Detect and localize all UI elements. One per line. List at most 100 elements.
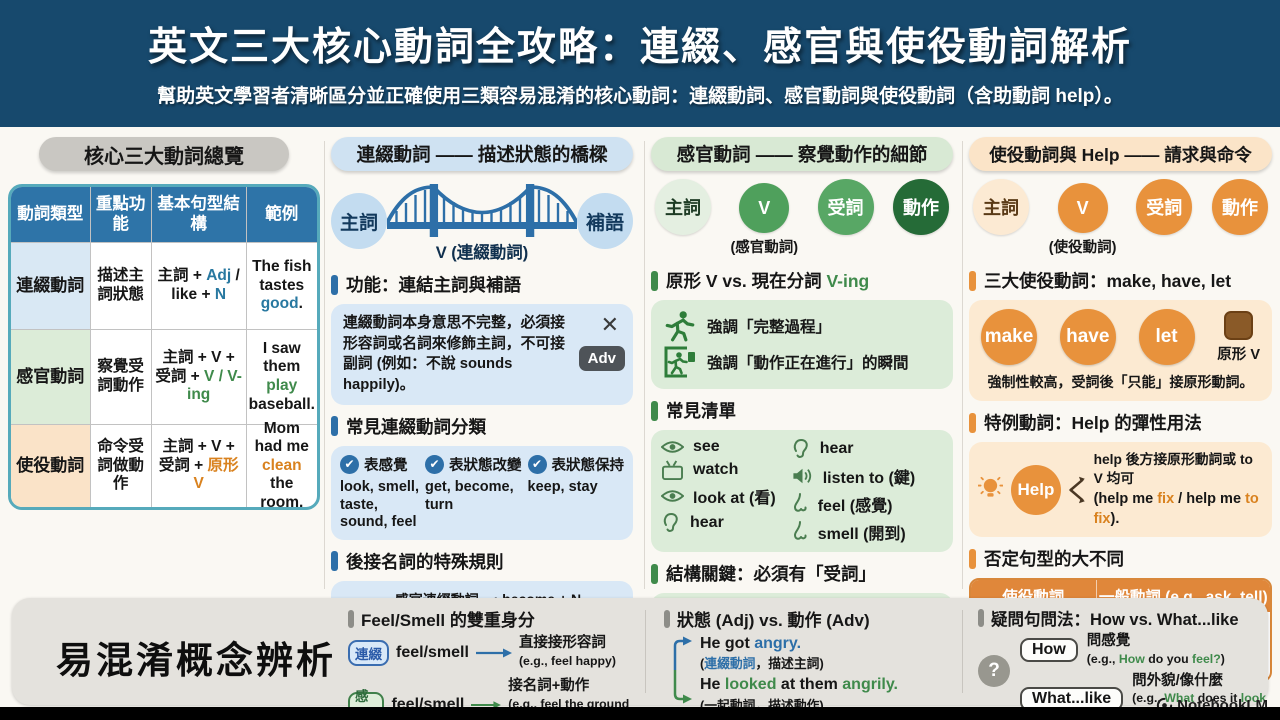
header-banner: 英文三大核心動詞全攻略：連綴、感官與使役動詞解析 幫助英文學習者清晰區分並正確使… bbox=[0, 0, 1280, 127]
speaker-icon bbox=[793, 468, 811, 484]
table-header-cell: 重點功能 bbox=[90, 187, 152, 243]
action-chip: 動作 bbox=[1211, 179, 1268, 235]
table-cell: 命令受詞做動作 bbox=[91, 425, 152, 507]
sense-heading: 感官動詞 —— 察覺動作的細節 bbox=[651, 137, 953, 171]
confusion-title: 易混淆概念辨析 bbox=[56, 640, 336, 681]
base-verb-square-group: 原形 V bbox=[1217, 310, 1260, 364]
section-bar bbox=[348, 609, 354, 628]
table-header-cell: 範例 bbox=[246, 187, 317, 243]
section-bar bbox=[651, 270, 658, 291]
let-circle: let bbox=[1138, 309, 1195, 365]
help-circle: Help bbox=[1010, 464, 1061, 515]
subject-chip: 主詞 bbox=[973, 179, 1029, 235]
table-cell: Mom had me clean the room. bbox=[254, 419, 309, 510]
overview-table: 動詞類型 重點功能 基本句型結構 範例 連綴動詞 描述主詞狀態 主詞 + Adj… bbox=[8, 184, 320, 510]
causative-heading: 使役動詞與 Help —— 請求與命令 bbox=[969, 137, 1272, 171]
causative-structure-chips: 主詞 V (使役動詞) 受詞 動作 bbox=[969, 179, 1272, 259]
overview-column: 核心三大動詞總覽 動詞類型 重點功能 基本句型結構 範例 連綴動詞 描述主詞狀態… bbox=[8, 137, 320, 510]
bridge-label: V (連綴動詞) bbox=[435, 244, 529, 262]
how-badge: How bbox=[1020, 638, 1078, 663]
table-cell: 察覺受詞動作 bbox=[90, 330, 152, 425]
check-icon: ✔ bbox=[340, 454, 359, 474]
eye-icon bbox=[661, 441, 684, 453]
table-cell: 描述主詞狀態 bbox=[90, 243, 152, 330]
check-icon: ✔ bbox=[425, 454, 444, 474]
subject-chip: 主詞 bbox=[655, 179, 711, 235]
adj-adv-section: 狀態 (Adj) vs. 動作 (Adv) He got angry. (連綴動… bbox=[664, 606, 952, 717]
ving-row: 強調「動作正在進行」的瞬間 bbox=[663, 345, 941, 379]
exit-runner-icon bbox=[664, 346, 695, 378]
negation-title: 否定句型的大不同 bbox=[969, 546, 1272, 571]
have-circle: have bbox=[1059, 309, 1116, 365]
linking-heading: 連綴動詞 —— 描述狀態的橋樑 bbox=[331, 137, 633, 171]
overview-heading: 核心三大動詞總覽 bbox=[39, 137, 289, 171]
help-box: Help help 後方接原形動詞或 to V 均可 (help me fix … bbox=[969, 442, 1272, 538]
question-icon: ? bbox=[978, 655, 1010, 687]
ear-icon bbox=[663, 512, 678, 532]
section-bar bbox=[969, 270, 976, 291]
table-row-linking-type: 連綴動詞 bbox=[11, 243, 91, 330]
eye-icon bbox=[661, 490, 684, 502]
section-bar bbox=[331, 416, 338, 437]
feel-smell-section: Feel/Smell 的雙重身分 連綴 feel/smell 直接接形容詞 (e.… bbox=[348, 606, 644, 720]
main-content: 核心三大動詞總覽 動詞類型 重點功能 基本句型結構 範例 連綴動詞 描述主詞狀態… bbox=[0, 127, 1280, 683]
sense-structure-chips: 主詞 V (感官動詞) 受詞 動作 bbox=[651, 179, 953, 259]
column-divider bbox=[962, 141, 963, 589]
causative-caption: 強制性較高，受詞後「只能」接原形動詞。 bbox=[987, 374, 1254, 390]
causative-verbs-box: make have let 原形 V 強制性較高，受詞後「只能」接原形動詞。 bbox=[969, 300, 1272, 401]
linking-noun-rule-title: 後接名詞的特殊規則 bbox=[331, 549, 633, 574]
sense-list-left: see watch look at (看) hear bbox=[661, 438, 791, 544]
adv-badge: Adv bbox=[578, 346, 625, 371]
help-text: help 後方接原形動詞或 to V 均可 (help me fix / hel… bbox=[1093, 452, 1259, 527]
object-chip: 受詞 bbox=[817, 179, 874, 235]
category-change: ✔ 表狀態改變 get, become, turn bbox=[425, 454, 522, 532]
bottom-black-bar bbox=[0, 707, 1280, 720]
base-verb-row: 強調「完整過程」 bbox=[663, 310, 941, 342]
confusion-panel: 易混淆概念辨析 Feel/Smell 的雙重身分 連綴 feel/smell 直… bbox=[12, 598, 1268, 720]
section-bar bbox=[969, 548, 976, 569]
sense-structure-title: 結構關鍵：必須有「受詞」 bbox=[651, 561, 953, 586]
linking-function-title: 功能：連結主詞與補語 bbox=[331, 272, 633, 297]
page-title: 英文三大核心動詞全攻略：連綴、感官與使役動詞解析 bbox=[147, 26, 1132, 69]
linking-column: 連綴動詞 —— 描述狀態的橋樑 主詞 bbox=[331, 137, 633, 660]
verb-chip-sub: (感官動詞) bbox=[730, 240, 799, 256]
causative-verbs-title: 三大使役動詞：make, have, let bbox=[969, 268, 1272, 293]
sense-forms-box: 強調「完整過程」 強調「動作正在進行」的瞬間 bbox=[651, 300, 953, 389]
base-verb-square-label: 原形 V bbox=[1217, 346, 1260, 363]
sense-list-right: hear listen to (鍵) feel (感覺) smell (開到) bbox=[791, 438, 943, 544]
branch-arrows-icon bbox=[673, 636, 692, 704]
table-cell: 主詞 + V + 受詞 + 原形 V bbox=[152, 425, 247, 507]
verb-chip-group: V (使役動詞) bbox=[1049, 183, 1116, 257]
tv-icon bbox=[662, 460, 683, 480]
verb-chip: V bbox=[739, 183, 790, 233]
sense-list-title: 常見清單 bbox=[651, 398, 953, 423]
section-bar bbox=[969, 412, 976, 433]
linking-function-box: 連綴動詞本身意思不完整，必須接形容詞或名詞來修飾主詞，不可接副詞 (例如：不說 … bbox=[331, 304, 633, 405]
table-cell: I saw them play baseball. bbox=[246, 330, 317, 425]
panel-divider bbox=[645, 610, 646, 693]
section-bar bbox=[331, 551, 338, 572]
category-keep: ✔ 表狀態保持 keep, stay bbox=[527, 454, 624, 532]
sense-forms-title: 原形 V vs. 現在分詞 V-ing bbox=[651, 268, 953, 293]
sense-column: 感官動詞 —— 察覺動作的細節 主詞 V (感官動詞) 受詞 動作 原形 V v… bbox=[651, 137, 953, 670]
arrow-right-icon bbox=[471, 701, 502, 709]
lightbulb-icon bbox=[978, 476, 1003, 497]
verb-chip-group: V (感官動詞) bbox=[730, 183, 798, 257]
page-subtitle: 幫助英文學習者清晰區分並正確使用三類容易混淆的核心動詞：連綴動詞、感官動詞與使役… bbox=[157, 86, 1123, 107]
ear-icon bbox=[793, 438, 808, 458]
section-bar bbox=[651, 400, 658, 421]
table-row-causative-type: 使役動詞 bbox=[11, 425, 91, 507]
table-header-cell: 動詞類型 bbox=[11, 187, 91, 243]
category-feel: ✔ 表感覺 look, smell, taste, sound, feel bbox=[340, 454, 419, 532]
bridge-icon bbox=[387, 184, 577, 237]
table-cell: The fish tastes good. bbox=[246, 243, 317, 330]
action-chip: 動作 bbox=[892, 179, 949, 235]
table-cell: 主詞 + Adj / like + N bbox=[151, 243, 247, 330]
subject-bubble: 主詞 bbox=[331, 193, 387, 249]
verb-chip: V bbox=[1057, 183, 1108, 233]
table-row-sense-type: 感官動詞 bbox=[11, 330, 91, 425]
runner-icon bbox=[665, 311, 695, 342]
sense-list-box: see watch look at (看) hear hear listen t… bbox=[651, 430, 953, 552]
section-bar bbox=[978, 609, 984, 627]
